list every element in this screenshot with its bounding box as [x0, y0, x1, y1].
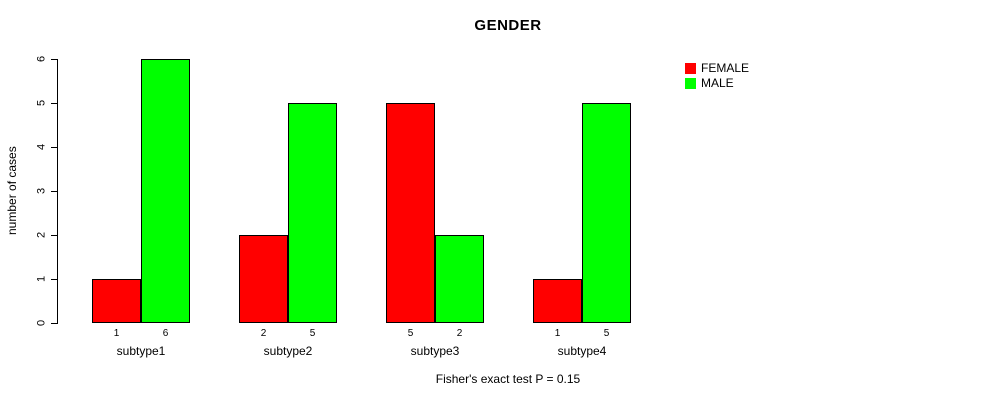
bar-value-label: 5: [407, 328, 414, 339]
y-tick-label: 0: [35, 319, 48, 327]
bar-male-subtype4: [582, 103, 631, 323]
category-label: subtype4: [557, 344, 607, 358]
bar-female-subtype1: [92, 279, 141, 323]
legend-swatch-female: [685, 62, 696, 74]
legend: FEMALE MALE: [685, 61, 749, 90]
y-tick: [51, 235, 58, 236]
bar-male-subtype1: [141, 59, 190, 323]
bar-value-label: 5: [603, 328, 610, 339]
footnote: Fisher's exact test P = 0.15: [435, 372, 581, 386]
legend-swatch-male: [685, 77, 696, 89]
bar-female-subtype4: [533, 279, 582, 323]
y-tick-label: 1: [35, 275, 48, 283]
bar-value-label: 6: [162, 328, 169, 339]
legend-item: FEMALE: [685, 61, 749, 75]
bar-value-label: 2: [260, 328, 267, 339]
bar-value-label: 1: [113, 328, 120, 339]
y-tick-label: 3: [35, 187, 48, 195]
bar-female-subtype2: [239, 235, 288, 323]
legend-label: MALE: [701, 76, 734, 90]
category-label: subtype2: [263, 344, 313, 358]
y-tick-label: 4: [35, 143, 48, 151]
y-tick: [51, 191, 58, 192]
bar-female-subtype3: [386, 103, 435, 323]
y-tick-label: 5: [35, 99, 48, 107]
y-tick: [51, 323, 58, 324]
category-label: subtype1: [116, 344, 166, 358]
bar-male-subtype3: [435, 235, 484, 323]
bar-value-label: 2: [456, 328, 463, 339]
chart-title: GENDER: [474, 17, 542, 34]
y-tick-label: 6: [35, 55, 48, 63]
y-tick: [51, 279, 58, 280]
y-tick: [51, 59, 58, 60]
legend-label: FEMALE: [701, 61, 750, 75]
bar-male-subtype2: [288, 103, 337, 323]
category-label: subtype3: [410, 344, 460, 358]
y-tick-label: 2: [35, 231, 48, 239]
legend-item: MALE: [685, 76, 749, 90]
y-tick: [51, 147, 58, 148]
bar-value-label: 1: [554, 328, 561, 339]
bar-value-label: 5: [309, 328, 316, 339]
y-tick: [51, 103, 58, 104]
